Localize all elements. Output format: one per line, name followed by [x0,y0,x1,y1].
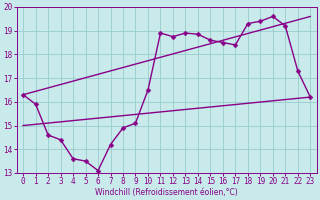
X-axis label: Windchill (Refroidissement éolien,°C): Windchill (Refroidissement éolien,°C) [95,188,238,197]
